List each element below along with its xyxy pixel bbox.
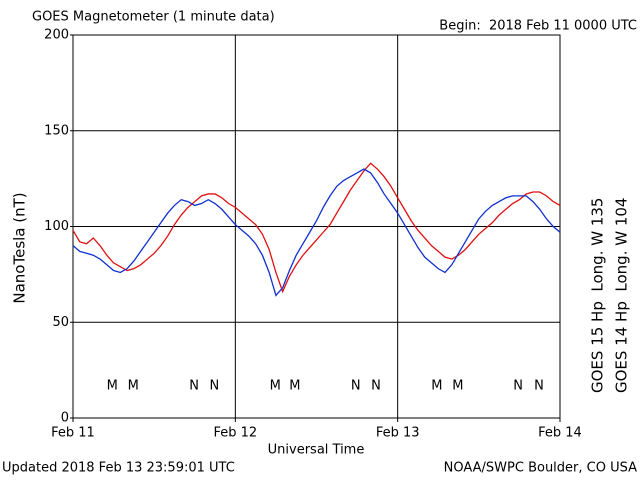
x-axis-label: Universal Time — [268, 443, 365, 458]
footer-right: NOAA/SWPC Boulder, CO USA — [444, 461, 637, 476]
event-marker: N — [534, 379, 544, 394]
y-tick-label: 0 — [61, 411, 69, 426]
x-tick-label: Feb 12 — [213, 426, 257, 441]
y-axis-label: NanoTesla (nT) — [11, 192, 29, 303]
series-line — [72, 168, 561, 297]
event-marker: N — [189, 379, 199, 394]
x-tick-label: Feb 11 — [51, 426, 95, 441]
legend-entry: GOES 14 Hp Long. W 104 — [613, 198, 631, 393]
x-tick-label: Feb 13 — [376, 426, 420, 441]
event-marker: N — [513, 379, 523, 394]
event-marker: N — [351, 379, 361, 394]
x-tick-label: Feb 14 — [538, 426, 582, 441]
y-tick-label: 150 — [44, 123, 69, 138]
event-marker: M — [128, 379, 139, 394]
y-tick-label: 50 — [52, 315, 69, 330]
chart-subtitle: Begin: 2018 Feb 11 0000 UTC — [439, 19, 637, 34]
chart-title: GOES Magnetometer (1 minute data) — [32, 10, 275, 25]
event-marker: M — [289, 379, 300, 394]
event-marker: N — [209, 379, 219, 394]
event-marker: M — [270, 379, 281, 394]
footer-left: Updated 2018 Feb 13 23:59:01 UTC — [2, 461, 235, 476]
y-tick-label: 200 — [44, 28, 69, 43]
series-line — [72, 162, 561, 294]
event-marker: M — [452, 379, 463, 394]
event-marker: N — [371, 379, 381, 394]
event-marker: M — [107, 379, 118, 394]
legend-entry: GOES 15 Hp Long. W 135 — [589, 198, 607, 393]
y-tick-label: 100 — [44, 219, 69, 234]
event-marker: M — [431, 379, 442, 394]
